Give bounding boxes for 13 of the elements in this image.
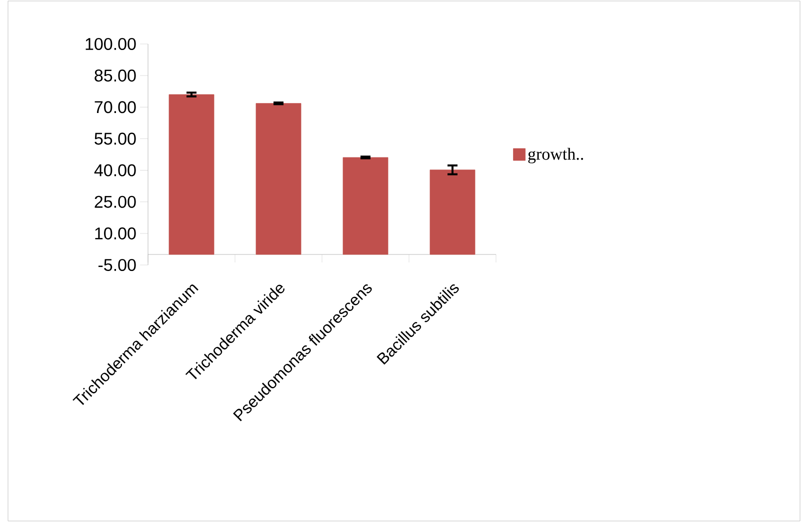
bar (168, 94, 214, 255)
y-tick-label: 40.00 (94, 164, 136, 176)
y-tick-label: 55.00 (94, 132, 136, 145)
y-tick-label: 25.00 (94, 196, 136, 208)
bar (342, 157, 388, 255)
y-tick-label: 85.00 (94, 70, 136, 82)
y-tick-label: 10.00 (95, 227, 136, 240)
legend-label: growth.. (528, 148, 584, 164)
y-tick-label: 70.00 (94, 101, 136, 114)
y-tick-label: -5.00 (98, 258, 136, 272)
bar (256, 103, 302, 255)
bar (430, 170, 476, 255)
y-tick-label: 100.00 (86, 38, 136, 50)
